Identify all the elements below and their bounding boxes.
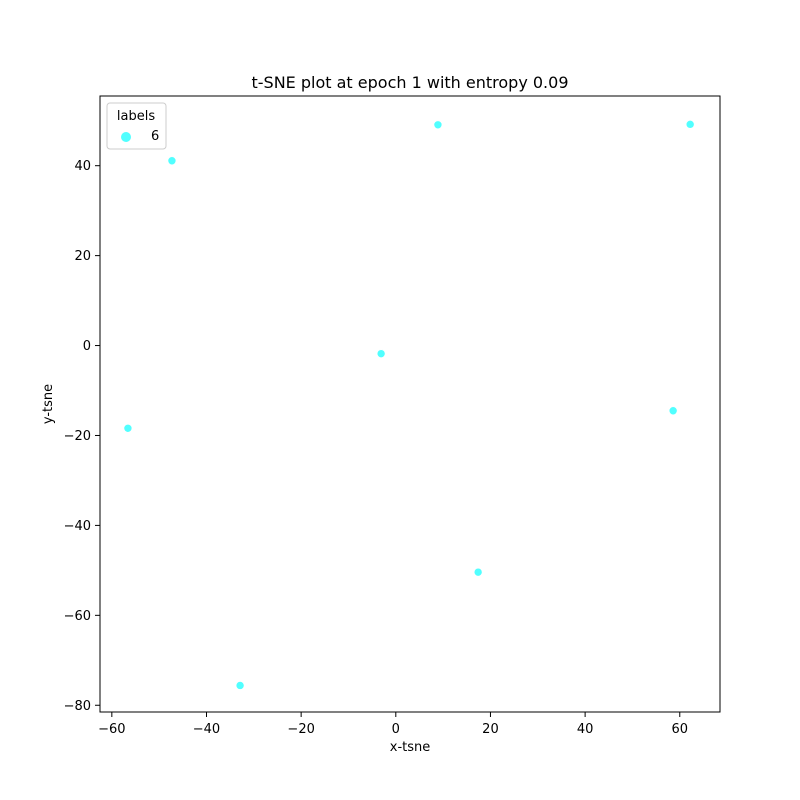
x-tick-label: 0 <box>392 722 400 737</box>
data-point <box>235 681 245 690</box>
y-tick-label: −60 <box>64 609 91 624</box>
y-axis-ticks: −80 −60 −40 −20 0 20 40 <box>64 159 100 714</box>
plot-area <box>100 96 720 712</box>
x-tick-label: 40 <box>577 722 594 737</box>
y-tick-label: 20 <box>74 249 91 264</box>
legend-marker <box>121 132 131 142</box>
y-tick-label: 40 <box>74 159 91 174</box>
data-point <box>668 406 678 416</box>
data-points <box>123 120 695 690</box>
legend-entry-label: 6 <box>151 129 159 144</box>
data-point <box>376 349 386 358</box>
x-tick-label: 60 <box>671 722 688 737</box>
legend: labels 6 <box>106 102 167 150</box>
data-point <box>685 120 695 129</box>
x-axis-label: x-tsne <box>390 740 431 755</box>
x-tick-label: −40 <box>193 722 220 737</box>
y-tick-label: −80 <box>64 699 91 714</box>
y-axis-label: y-tsne <box>41 384 56 424</box>
data-point <box>123 423 133 433</box>
legend-title: labels <box>117 109 155 124</box>
data-point <box>473 567 483 577</box>
y-tick-label: −40 <box>64 519 91 534</box>
y-tick-label: −20 <box>64 429 91 444</box>
data-point <box>167 156 177 166</box>
plot-frame <box>99 95 721 713</box>
chart-title: t-SNE plot at epoch 1 with entropy 0.09 <box>252 73 569 92</box>
x-tick-label: −60 <box>98 722 125 737</box>
x-axis-ticks: −60 −40 −20 0 20 40 60 <box>98 712 688 737</box>
x-tick-label: 20 <box>482 722 499 737</box>
y-tick-label: 0 <box>83 339 91 354</box>
data-point <box>433 120 443 130</box>
x-tick-label: −20 <box>287 722 314 737</box>
